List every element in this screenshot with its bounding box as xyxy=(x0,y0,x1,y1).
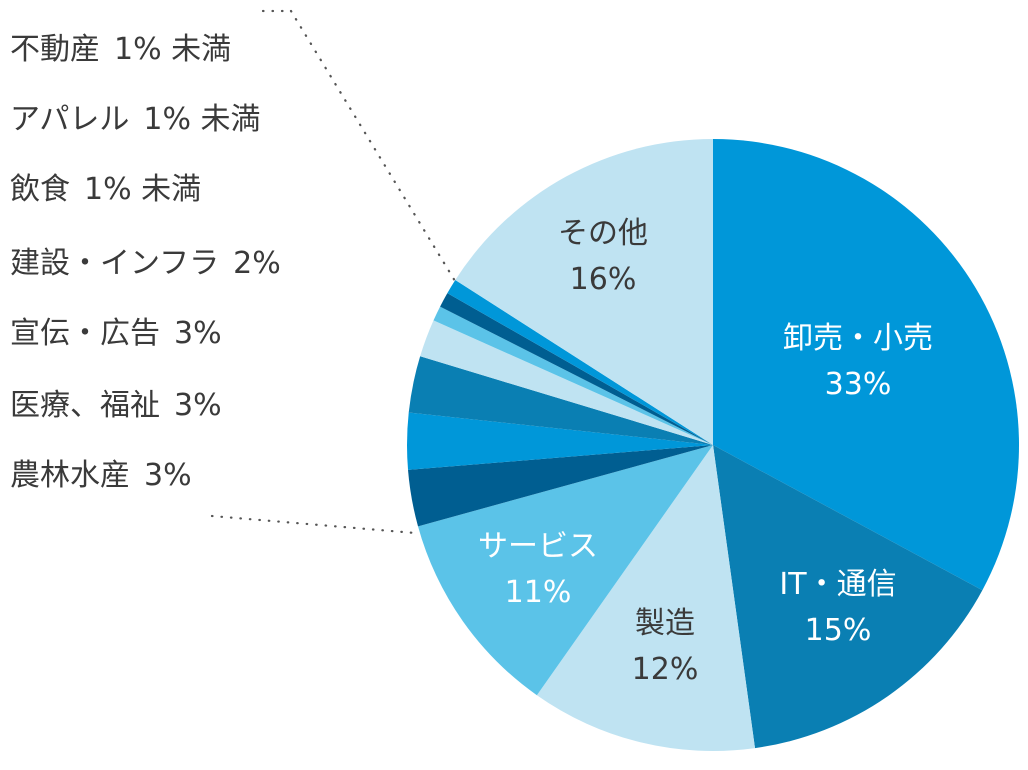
legend-label-9: アパレル 1% 未満 xyxy=(10,102,261,137)
pie-slice-9 xyxy=(440,293,713,445)
legend-value-6: 3% xyxy=(174,316,222,351)
legend-label-4: 農林水産 3% xyxy=(10,458,192,493)
legend-label-6: 宣伝・広告 3% xyxy=(10,316,222,351)
pie-slice-7 xyxy=(420,320,713,445)
legend-category-7: 建設・インフラ xyxy=(10,246,219,281)
slice-value-3: 11% xyxy=(505,575,572,610)
legend-label-8: 飲食 1% 未満 xyxy=(10,172,201,207)
leader-line-bottom xyxy=(210,514,417,535)
pie-slice-1 xyxy=(713,445,983,749)
slice-label-3: サービス xyxy=(478,529,598,564)
legend-value-9: 1% 未満 xyxy=(143,102,260,137)
legend-value-8: 1% 未満 xyxy=(84,172,201,207)
pie-slice-5 xyxy=(406,412,713,470)
legend-category-9: アパレル xyxy=(10,102,129,137)
pie-slice-3 xyxy=(418,445,713,696)
slice-value-0: 33% xyxy=(825,367,892,402)
slice-label-1: IT・通信 xyxy=(779,567,896,602)
legend-label-7: 建設・インフラ 2% xyxy=(10,246,281,281)
pie-slice-0 xyxy=(713,139,1020,591)
slice-label-11: その他 xyxy=(558,216,648,251)
slice-label-0: 卸売・小売 xyxy=(783,321,933,356)
pie-slice-8 xyxy=(433,306,713,445)
slice-value-2: 12% xyxy=(632,652,699,687)
slice-value-11: 16% xyxy=(570,262,637,297)
legend-value-5: 3% xyxy=(174,388,222,423)
legend-category-4: 農林水産 xyxy=(10,458,130,493)
legend-value-7: 2% xyxy=(233,246,281,281)
slice-value-1: 15% xyxy=(805,613,872,648)
legend-category-10: 不動産 xyxy=(10,32,100,67)
legend-label-10: 不動産 1% 未満 xyxy=(10,32,231,67)
pie-slice-11 xyxy=(455,138,713,445)
legend-category-8: 飲食 xyxy=(10,172,70,207)
legend-value-4: 3% xyxy=(144,458,192,493)
leader-line-top xyxy=(289,9,457,283)
slice-label-2: 製造 xyxy=(635,606,695,641)
pie-slice-4 xyxy=(408,445,713,527)
legend-label-5: 医療、福祉 3% xyxy=(10,388,222,423)
legend-category-6: 宣伝・広告 xyxy=(10,316,160,351)
pie-slice-2 xyxy=(536,445,755,751)
legend-value-10: 1% 未満 xyxy=(114,32,231,67)
legend-category-5: 医療、福祉 xyxy=(10,388,160,423)
pie-slice-10 xyxy=(447,280,713,445)
pie-slice-6 xyxy=(408,356,713,445)
